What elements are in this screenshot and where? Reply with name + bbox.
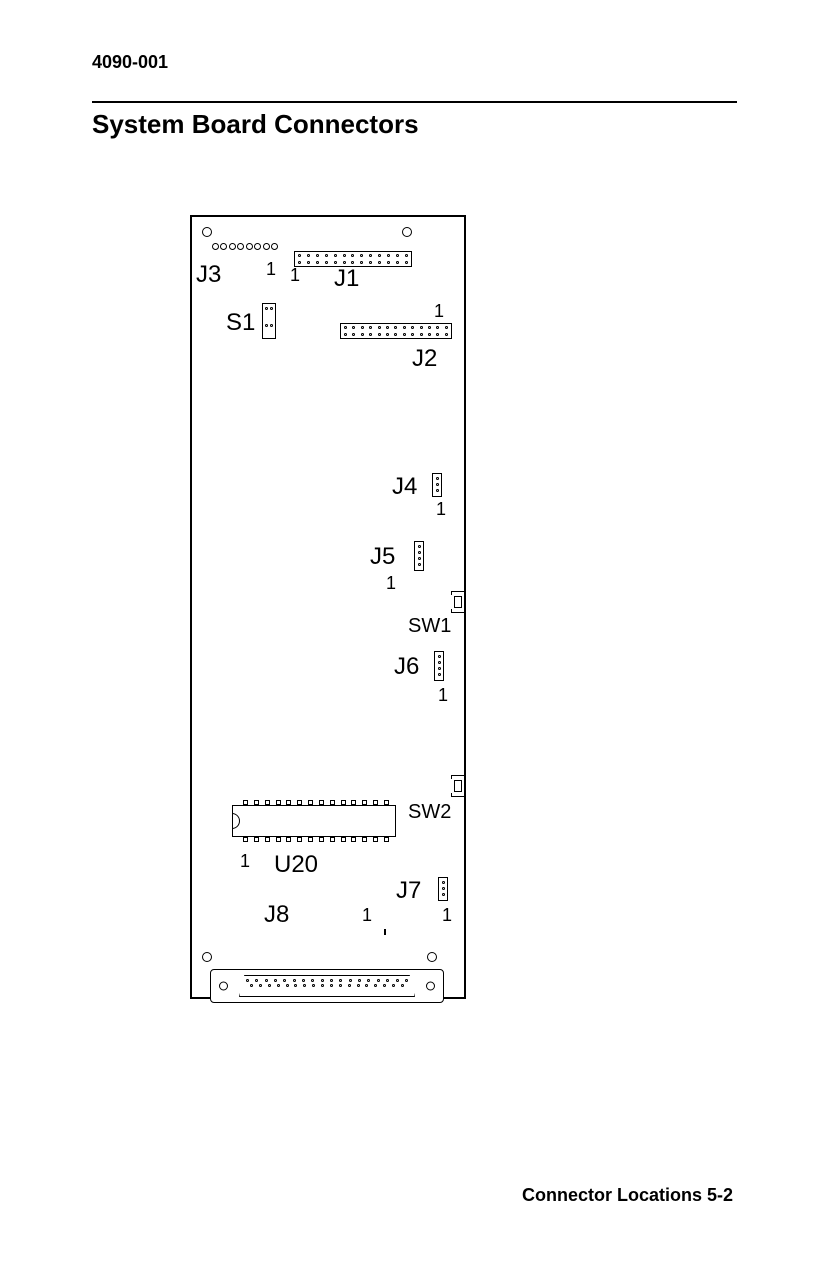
connector-S1 — [262, 303, 276, 339]
doc-id: 4090-001 — [92, 52, 737, 73]
label-J3: J3 — [196, 261, 221, 289]
page-footer: Connector Locations 5-2 — [522, 1185, 733, 1206]
label-J6: J6 — [394, 653, 419, 681]
connector-J6 — [434, 651, 444, 681]
label-J1: J1 — [334, 265, 359, 293]
mount-hole — [202, 227, 212, 237]
pin1-tick — [384, 929, 386, 935]
switch-SW2 — [452, 775, 466, 797]
connector-J3 — [212, 243, 278, 253]
label-SW1: SW1 — [408, 615, 451, 638]
pin1-J6: 1 — [438, 685, 448, 706]
label-J4: J4 — [392, 473, 417, 501]
label-J2: J2 — [412, 345, 437, 373]
pin1-J4: 1 — [436, 499, 446, 520]
mount-hole — [402, 227, 412, 237]
ic-U20 — [232, 805, 396, 837]
pin1-J2: 1 — [434, 301, 444, 322]
mount-hole — [427, 952, 437, 962]
pin1-J1: 1 — [290, 265, 300, 286]
label-SW2: SW2 — [408, 801, 451, 824]
connector-J4 — [432, 473, 442, 497]
label-U20: U20 — [274, 851, 318, 879]
board-diagram: J3 1 J1 1 S1 — [190, 215, 466, 999]
page-title: System Board Connectors — [92, 109, 737, 140]
pin1-U20: 1 — [240, 851, 250, 872]
pin1-J5: 1 — [386, 573, 396, 594]
header-rule — [92, 101, 737, 103]
pin1-J7: 1 — [442, 905, 452, 926]
connector-J8 — [210, 969, 444, 1003]
connector-J7 — [438, 877, 448, 901]
label-J5: J5 — [370, 543, 395, 571]
label-S1: S1 — [226, 309, 255, 337]
pin1-J8: 1 — [362, 905, 372, 926]
pin1-J3: 1 — [266, 259, 276, 280]
label-J8: J8 — [264, 901, 289, 929]
mount-hole — [202, 952, 212, 962]
switch-SW1 — [452, 591, 466, 613]
label-J7: J7 — [396, 877, 421, 905]
connector-J5 — [414, 541, 424, 571]
connector-J2 — [340, 323, 452, 339]
